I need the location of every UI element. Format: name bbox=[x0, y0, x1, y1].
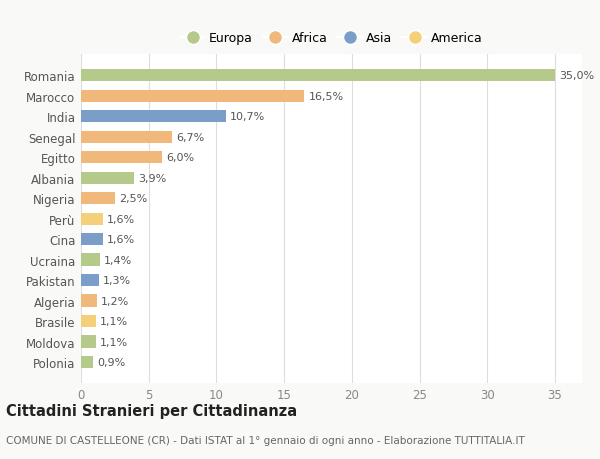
Text: 6,7%: 6,7% bbox=[176, 133, 204, 142]
Text: 1,6%: 1,6% bbox=[107, 214, 135, 224]
Bar bbox=[81, 172, 134, 185]
Text: 1,1%: 1,1% bbox=[100, 337, 128, 347]
Bar bbox=[81, 315, 96, 327]
Text: 0,9%: 0,9% bbox=[97, 357, 125, 367]
Bar bbox=[81, 336, 96, 348]
Text: Cittadini Stranieri per Cittadinanza: Cittadini Stranieri per Cittadinanza bbox=[6, 403, 297, 419]
Text: 3,9%: 3,9% bbox=[138, 174, 166, 183]
Text: 1,2%: 1,2% bbox=[101, 296, 130, 306]
Text: 1,3%: 1,3% bbox=[103, 275, 131, 285]
Bar bbox=[81, 152, 162, 164]
Legend: Europa, Africa, Asia, America: Europa, Africa, Asia, America bbox=[176, 28, 487, 49]
Text: 1,4%: 1,4% bbox=[104, 255, 132, 265]
Text: 1,1%: 1,1% bbox=[100, 316, 128, 326]
Text: 10,7%: 10,7% bbox=[230, 112, 265, 122]
Bar bbox=[81, 274, 98, 286]
Text: COMUNE DI CASTELLEONE (CR) - Dati ISTAT al 1° gennaio di ogni anno - Elaborazion: COMUNE DI CASTELLEONE (CR) - Dati ISTAT … bbox=[6, 435, 525, 445]
Text: 35,0%: 35,0% bbox=[559, 71, 594, 81]
Bar bbox=[81, 70, 555, 82]
Text: 1,6%: 1,6% bbox=[107, 235, 135, 245]
Bar bbox=[81, 356, 93, 368]
Bar bbox=[81, 111, 226, 123]
Bar bbox=[81, 131, 172, 144]
Bar bbox=[81, 295, 97, 307]
Bar bbox=[81, 234, 103, 246]
Text: 6,0%: 6,0% bbox=[166, 153, 194, 163]
Text: 16,5%: 16,5% bbox=[308, 92, 344, 101]
Bar bbox=[81, 213, 103, 225]
Bar bbox=[81, 90, 304, 103]
Bar bbox=[81, 254, 100, 266]
Text: 2,5%: 2,5% bbox=[119, 194, 147, 204]
Bar bbox=[81, 193, 115, 205]
